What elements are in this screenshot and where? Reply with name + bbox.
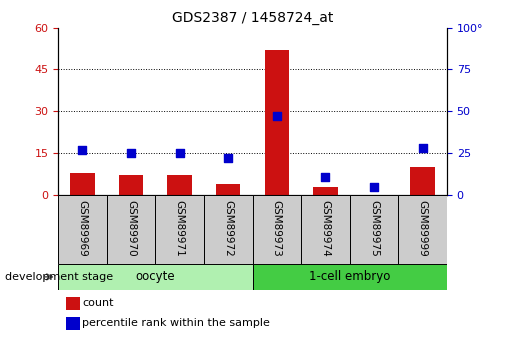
Text: GSM89974: GSM89974 (320, 200, 330, 256)
Point (176, 150, 184, 156)
Bar (350, 195, 398, 264)
Point (78, 147, 86, 152)
Bar (411, 167, 435, 195)
Point (321, 174, 329, 179)
Point (370, 184, 378, 189)
Text: percentile rank within the sample: percentile rank within the sample (82, 318, 270, 328)
Bar (58, 264, 252, 290)
Bar (66, 297, 80, 310)
Bar (216, 184, 240, 195)
Bar (70, 172, 94, 195)
Bar (313, 187, 337, 195)
Text: GSM89999: GSM89999 (418, 200, 428, 256)
Point (419, 145, 427, 151)
Point (224, 155, 232, 161)
Bar (204, 195, 252, 264)
Bar (156, 195, 204, 264)
Bar (168, 175, 192, 195)
Bar (265, 50, 289, 195)
Bar (119, 175, 143, 195)
Bar (252, 195, 301, 264)
Text: count: count (82, 298, 114, 308)
Point (127, 150, 135, 156)
Text: development stage: development stage (5, 272, 113, 282)
Text: GSM89970: GSM89970 (126, 200, 136, 256)
Text: GSM89975: GSM89975 (369, 200, 379, 256)
Point (273, 114, 281, 119)
Text: 1-cell embryo: 1-cell embryo (309, 270, 390, 283)
Bar (252, 264, 447, 290)
Text: GSM89971: GSM89971 (175, 200, 185, 256)
Bar (301, 195, 350, 264)
Text: GSM89972: GSM89972 (223, 200, 233, 256)
Title: GDS2387 / 1458724_at: GDS2387 / 1458724_at (172, 11, 333, 25)
Bar (66, 317, 80, 330)
Text: GSM89973: GSM89973 (272, 200, 282, 256)
Text: oocyte: oocyte (135, 270, 175, 283)
Bar (398, 195, 447, 264)
Bar (107, 195, 156, 264)
Bar (58, 195, 107, 264)
Text: GSM89969: GSM89969 (77, 200, 87, 256)
